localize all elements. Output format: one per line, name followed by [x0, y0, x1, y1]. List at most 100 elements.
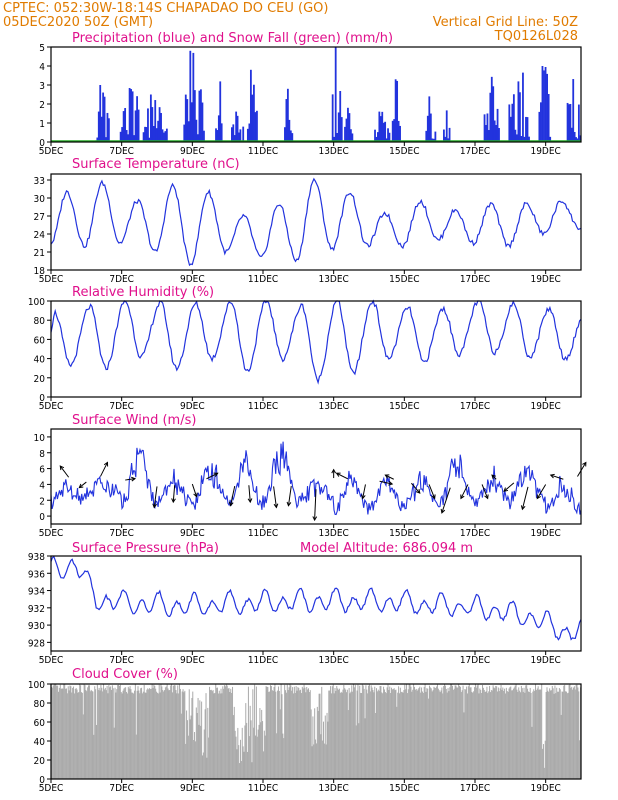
cloud-bar: [572, 687, 574, 779]
cloud-bar: [79, 684, 81, 779]
cloud-bar: [283, 738, 285, 779]
cloud-bar: [459, 685, 461, 779]
cloud-bar: [248, 736, 250, 779]
cloud-bar: [345, 689, 347, 779]
cloud-bar: [378, 690, 380, 779]
cloud-bar: [321, 686, 323, 779]
cloud-bar: [436, 684, 438, 779]
cloud-bar: [126, 691, 128, 779]
precip-bar: [201, 102, 204, 142]
cloud-bar: [234, 730, 236, 779]
wind-vector-head: [384, 474, 390, 479]
cloud-bar: [484, 691, 486, 779]
cloud-bar: [381, 692, 383, 779]
cloud-bar: [93, 734, 95, 779]
cloud-bar: [324, 715, 326, 779]
precip-bar: [546, 73, 549, 142]
cloud-bar: [155, 688, 157, 779]
cloud-bar: [513, 687, 515, 779]
cloud-bar: [254, 684, 256, 779]
cloud-bar: [148, 689, 150, 779]
cloud-bar: [78, 691, 80, 779]
cloud-bar: [287, 690, 289, 779]
cloud-bar: [162, 689, 164, 779]
y-tick-label: 930: [28, 621, 45, 632]
cloud-bar: [529, 687, 531, 779]
cloud-bar: [539, 689, 541, 779]
cloud-bar: [422, 692, 424, 779]
precip-bar: [127, 134, 130, 142]
cloud-bar: [418, 687, 420, 779]
cloud-bar: [73, 686, 75, 779]
cloud-bar: [549, 688, 551, 779]
cloud-bar: [209, 686, 211, 779]
cloud-bar: [492, 685, 494, 779]
precip-bar: [540, 102, 542, 142]
precip-bar: [387, 128, 389, 142]
cloud-bar: [344, 688, 346, 779]
cloud-bar: [289, 684, 291, 779]
precip-bar: [569, 103, 572, 142]
cloud-bar: [164, 690, 166, 779]
x-tick-label: 5DEC: [39, 528, 64, 539]
cloud-bar: [202, 752, 204, 779]
precip-bar: [291, 133, 294, 142]
cloud-bar: [288, 687, 290, 779]
x-tick-label: 19DEC: [530, 783, 560, 794]
cloud-bar: [452, 689, 454, 779]
y-tick-label: 40: [34, 737, 46, 748]
cloud-bar: [451, 684, 453, 779]
cloud-bar: [147, 688, 149, 779]
cloud-bar: [174, 685, 176, 779]
cloud-bar: [317, 710, 319, 779]
cloud-bar: [80, 685, 82, 779]
cloud-bar: [578, 691, 580, 779]
cloud-bar: [485, 691, 487, 779]
cloud-bar: [77, 692, 79, 779]
cloud-bar: [433, 686, 435, 779]
cloud-bar: [400, 691, 402, 779]
precip-bar: [193, 90, 196, 142]
humidity-line: [50, 299, 582, 385]
cloud-bar: [441, 687, 443, 779]
wind-vector-head: [360, 494, 366, 500]
cloud-bar: [350, 691, 352, 779]
cloud-bar: [130, 689, 132, 779]
precip-bar: [217, 115, 220, 142]
cloud-bar: [558, 687, 560, 779]
cloud-bar: [218, 690, 220, 779]
y-tick-label: 30: [34, 194, 46, 205]
precip-bar: [163, 132, 165, 142]
wind-vector: [577, 462, 587, 477]
wind-vector-head: [415, 489, 421, 494]
cloud-bar: [550, 690, 552, 779]
y-tick-label: 4: [39, 62, 45, 73]
cloud-bar: [140, 688, 142, 779]
x-tick-label: 5DEC: [39, 655, 64, 666]
wind-vector: [287, 485, 292, 506]
x-tick-label: 7DEC: [109, 655, 134, 666]
cloud-bar: [474, 687, 476, 779]
precip-bar: [105, 137, 107, 142]
precip-bar: [285, 99, 288, 142]
cloud-bar: [238, 745, 240, 779]
cloud-bar: [53, 684, 55, 779]
cloud-bar: [527, 688, 529, 779]
precip-bar: [251, 94, 254, 142]
cloud-bar: [73, 693, 75, 779]
wind-vector-head: [431, 494, 436, 500]
cloud-bar: [552, 688, 554, 779]
cloud-bar: [376, 691, 378, 779]
cloud-bar: [161, 686, 163, 779]
cloud-bar: [532, 691, 534, 779]
cloud-bar: [212, 690, 214, 779]
cloud-bar: [398, 686, 400, 779]
cloud-bar: [346, 689, 348, 779]
cloud-bar: [98, 687, 100, 779]
temperature-line: [50, 177, 582, 267]
precip-bar: [351, 133, 354, 142]
cloud-bar: [274, 684, 276, 779]
cloud-bar: [282, 733, 284, 779]
precip-bar: [339, 91, 342, 142]
x-tick-label: 15DEC: [389, 528, 419, 539]
